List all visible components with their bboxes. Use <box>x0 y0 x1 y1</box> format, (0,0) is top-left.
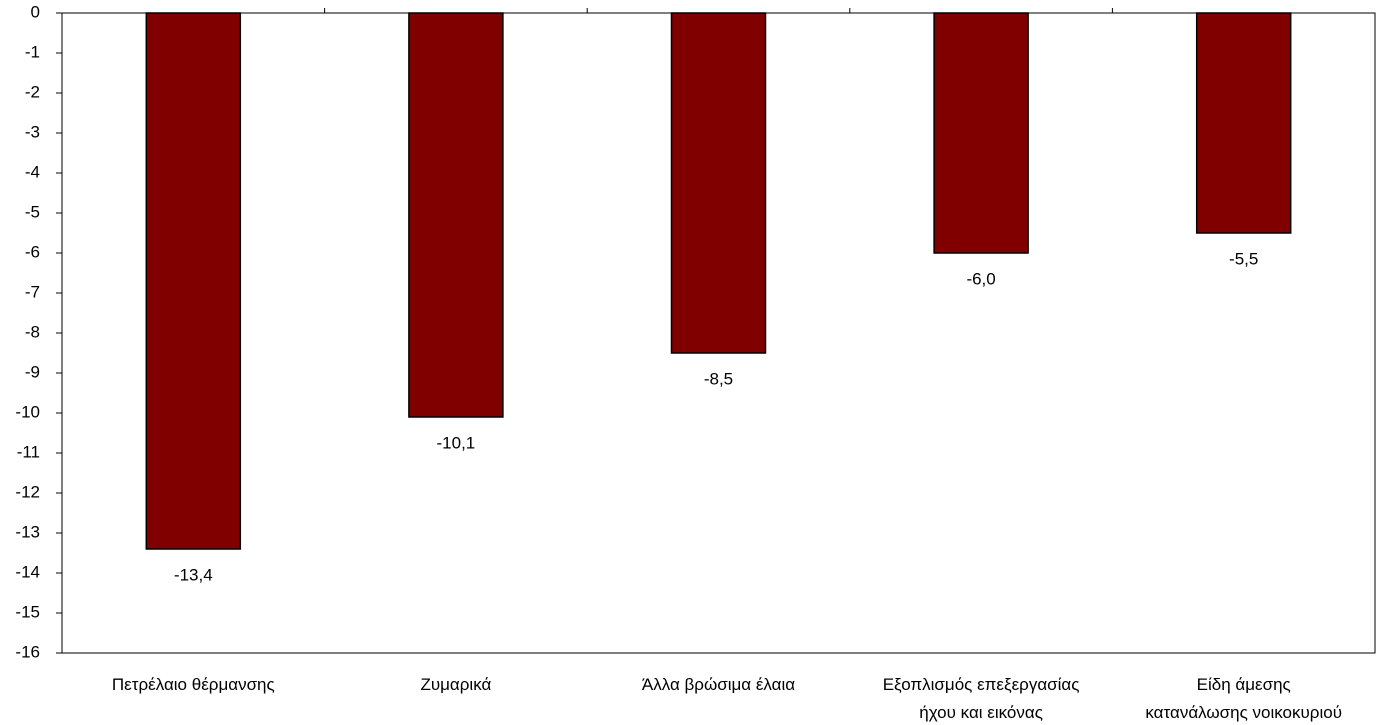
value-label: -6,0 <box>966 269 995 288</box>
x-tick-label: Άλλα βρώσιμα έλαια <box>642 675 795 694</box>
bar <box>933 12 1029 254</box>
y-tick-label: 0 <box>31 2 40 21</box>
value-label: -10,1 <box>437 433 476 452</box>
value-label: -5,5 <box>1229 249 1258 268</box>
y-tick-label: -15 <box>15 602 40 621</box>
y-tick-label: -8 <box>25 322 40 341</box>
y-tick-label: -10 <box>15 402 40 421</box>
y-tick-label: -9 <box>25 362 40 381</box>
y-tick-label: -6 <box>25 242 40 261</box>
value-label: -8,5 <box>704 369 733 388</box>
y-tick-label: -5 <box>25 202 40 221</box>
x-tick-label: Ζυμαρικά <box>420 675 491 694</box>
y-tick-label: -2 <box>25 82 40 101</box>
bar <box>670 12 767 354</box>
y-tick-label: -13 <box>15 522 40 541</box>
y-tick-label: -11 <box>17 442 40 461</box>
y-tick-label: -14 <box>15 562 40 581</box>
y-tick-label: -12 <box>15 482 40 501</box>
value-label: -13,4 <box>174 565 213 584</box>
y-tick-label: -3 <box>25 122 40 141</box>
y-tick-label: -16 <box>15 642 40 661</box>
y-tick-label: -7 <box>25 282 40 301</box>
x-tick-label: Εξοπλισμός επεξεργασίας ήχου και εικόνας <box>883 675 1080 722</box>
x-tick-label: Είδη άμεσης κατανάλωσης νοικοκυριού <box>1145 675 1342 722</box>
bar <box>1195 12 1292 234</box>
x-tick-label: Πετρέλαιο θέρμανσης <box>112 675 275 694</box>
y-tick-label: -4 <box>25 162 40 181</box>
bar <box>408 12 504 418</box>
y-tick-label: -1 <box>25 42 40 61</box>
bar <box>145 12 242 550</box>
